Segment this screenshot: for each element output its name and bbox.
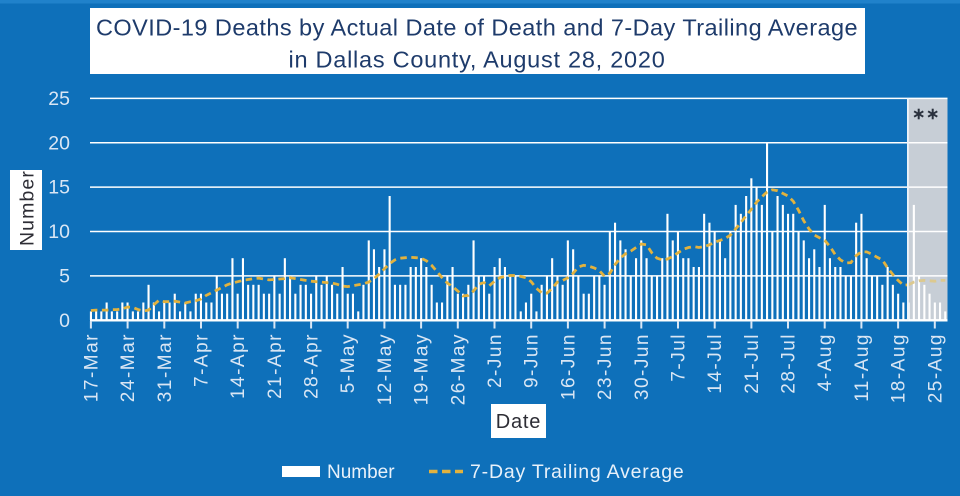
svg-text:7-Apr: 7-Apr [192, 333, 213, 387]
svg-text:12-May: 12-May [375, 333, 396, 405]
svg-text:23-Jun: 23-Jun [595, 333, 616, 400]
svg-text:28-Jul: 28-Jul [779, 333, 800, 394]
svg-text:10: 10 [48, 221, 70, 243]
svg-text:14-Apr: 14-Apr [228, 333, 249, 399]
svg-text:5-May: 5-May [338, 333, 359, 393]
svg-text:7-Day Trailing Average: 7-Day Trailing Average [470, 461, 685, 483]
svg-text:28-Apr: 28-Apr [302, 333, 323, 399]
svg-text:0: 0 [59, 310, 70, 332]
svg-text:25-Aug: 25-Aug [925, 333, 946, 403]
svg-text:5: 5 [59, 265, 70, 287]
svg-text:20: 20 [48, 132, 70, 154]
svg-text:31-Mar: 31-Mar [155, 333, 176, 402]
svg-text:24-Mar: 24-Mar [118, 333, 139, 402]
svg-text:15: 15 [48, 177, 70, 199]
svg-text:16-Jun: 16-Jun [558, 333, 579, 400]
svg-text:COVID-19 Deaths by Actual Date: COVID-19 Deaths by Actual Date of Death … [96, 15, 858, 41]
svg-text:Date: Date [496, 411, 541, 433]
svg-text:14-Jul: 14-Jul [705, 333, 726, 394]
svg-text:21-Apr: 21-Apr [265, 333, 286, 399]
svg-text:17-Mar: 17-Mar [81, 333, 102, 402]
svg-text:Number: Number [327, 462, 395, 483]
svg-text:9-Jun: 9-Jun [522, 333, 543, 388]
svg-text:in Dallas County, August 28, 2: in Dallas County, August 28, 2020 [288, 47, 665, 73]
svg-text:26-May: 26-May [448, 333, 469, 405]
svg-text:21-Jul: 21-Jul [742, 333, 763, 394]
svg-text:Number: Number [17, 170, 39, 246]
svg-text:2-Jun: 2-Jun [485, 333, 506, 388]
svg-text:18-Aug: 18-Aug [889, 333, 910, 403]
svg-text:4-Aug: 4-Aug [815, 333, 836, 391]
svg-text:11-Aug: 11-Aug [852, 333, 873, 402]
svg-text:25: 25 [48, 88, 70, 110]
svg-text:7-Jul: 7-Jul [669, 333, 690, 382]
svg-text:30-Jun: 30-Jun [632, 333, 653, 400]
svg-text:19-May: 19-May [412, 333, 433, 405]
